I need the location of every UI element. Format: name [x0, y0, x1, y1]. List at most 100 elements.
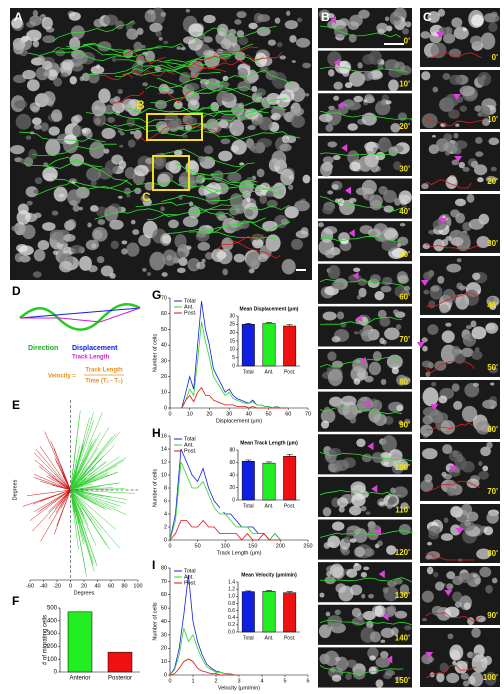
y-axis-label: Number of cells [152, 334, 158, 372]
cell-texture [222, 268, 229, 276]
cell-texture [132, 229, 140, 235]
x-tick-label: Total [243, 369, 254, 375]
cell-texture [14, 99, 28, 109]
tracked-cell-marker [348, 229, 355, 238]
cell-texture [477, 71, 492, 87]
cell-texture [66, 219, 77, 230]
cell-texture [462, 680, 470, 687]
migration-ray [34, 459, 71, 491]
cell-texture [384, 16, 390, 22]
cell-track [194, 60, 250, 69]
cell-texture [126, 28, 139, 40]
cell-texture [360, 505, 367, 512]
migration-ray [70, 473, 108, 491]
cell-texture [22, 69, 36, 80]
cell-track [319, 665, 404, 676]
cell-texture [360, 571, 368, 578]
y-tick-label: 0.6 [228, 608, 235, 614]
cell-texture [86, 167, 102, 182]
cell-texture [142, 267, 147, 272]
cell-texture [468, 218, 485, 230]
cell-texture [205, 118, 220, 132]
cell-texture [200, 82, 206, 89]
cell-texture [451, 17, 463, 28]
time-label: 40' [487, 301, 498, 310]
cell-texture [397, 274, 409, 284]
cell-texture [398, 190, 412, 205]
cell-texture [41, 16, 53, 30]
cell-track [83, 42, 186, 54]
cell-texture [26, 29, 42, 42]
cell-texture [205, 192, 221, 205]
cell-texture [446, 583, 454, 590]
cell-texture [470, 35, 483, 47]
y-tick-label: 5 [232, 355, 235, 361]
cell-texture [485, 322, 499, 334]
cell-texture [403, 285, 411, 291]
bar [67, 611, 93, 673]
cell-texture [354, 562, 359, 567]
cell-texture [231, 139, 247, 155]
cell-texture [436, 672, 445, 683]
cell-texture [454, 601, 462, 608]
x-tick-label: Post. [284, 369, 295, 375]
cell-texture [284, 20, 299, 30]
cell-texture [479, 105, 491, 118]
time-label: 90' [399, 420, 410, 429]
cell-texture [435, 581, 445, 591]
cell-track [164, 217, 266, 235]
cell-texture [72, 204, 80, 212]
cell-track [19, 131, 106, 143]
cell-texture [290, 115, 306, 128]
cell-texture [424, 474, 433, 483]
cell-texture [234, 19, 242, 25]
cell-track [52, 51, 153, 61]
cell-texture [346, 568, 358, 578]
cell-track [156, 148, 242, 167]
tracked-cell-marker [455, 528, 464, 534]
y-tick-label: 0 [232, 497, 235, 503]
y-tick-label: 0.8 [228, 601, 235, 607]
cell-texture [364, 96, 376, 104]
time-label: 10' [487, 115, 498, 124]
cell-texture [326, 13, 335, 19]
cell-texture [283, 137, 289, 143]
error-bar [266, 590, 272, 592]
cell-texture [160, 11, 167, 17]
y-tick-label: 20 [161, 646, 167, 652]
cell-texture [210, 101, 220, 112]
cell-texture [72, 125, 84, 137]
cell-texture [237, 81, 251, 92]
cell-texture [289, 35, 297, 43]
y-tick-label: 70 [161, 579, 167, 585]
cell-texture [117, 129, 123, 133]
y-tick-label: 0 [232, 363, 235, 369]
histogram-line [181, 386, 289, 409]
cell-texture [368, 666, 377, 675]
cell-texture [460, 503, 473, 516]
y-tick-label: 0 [164, 405, 167, 411]
cell-texture [454, 660, 468, 674]
cell-texture [103, 14, 119, 26]
cell-texture [452, 660, 457, 666]
cell-texture [195, 231, 210, 242]
migration-ray [70, 489, 95, 572]
cell-texture [445, 214, 450, 219]
cell-texture [475, 420, 491, 435]
cell-texture [34, 177, 43, 185]
migration-ray [70, 489, 84, 545]
cell-texture [349, 161, 361, 172]
cell-texture [428, 525, 441, 536]
cell-texture [232, 130, 237, 135]
cell-texture [32, 271, 42, 278]
cell-texture [322, 507, 332, 517]
cell-texture [363, 547, 375, 557]
cell-track [425, 360, 475, 374]
time-label: 30' [399, 165, 410, 174]
cell-texture [455, 293, 470, 310]
cell-texture [197, 241, 211, 251]
cell-texture [174, 234, 187, 249]
y-tick-label: 10 [161, 472, 167, 478]
cell-track [188, 231, 275, 240]
cell-texture [290, 106, 305, 116]
